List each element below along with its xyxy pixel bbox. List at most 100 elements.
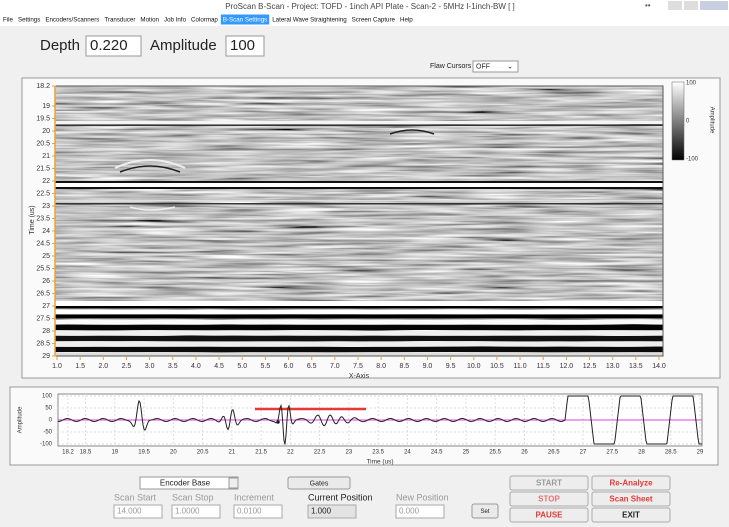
- y-tick-label: -50: [43, 430, 52, 436]
- menu-item[interactable]: B-Scan Settings: [223, 17, 267, 24]
- field-box[interactable]: [113, 504, 163, 519]
- button-label: START: [536, 479, 562, 488]
- maximize-button[interactable]: [684, 1, 698, 10]
- menu: File Settings Encoders/Scanners Transducer M…: [3, 14, 413, 25]
- bscan-band: [55, 121, 663, 124]
- x-tick-label: 23.5: [372, 450, 384, 456]
- y-tick-label: 27: [42, 303, 50, 310]
- x-tick-label: 19: [111, 450, 118, 456]
- ascan-x-label: Time (us): [366, 459, 393, 466]
- depth-box: [85, 35, 142, 57]
- button[interactable]: [591, 475, 671, 491]
- y-tick-label: 20: [42, 128, 50, 135]
- y-tick-label: 27.5: [36, 315, 50, 322]
- y-tick-label: 20.5: [36, 140, 50, 147]
- x-tick-label: 12.5: [583, 363, 597, 370]
- menu-item[interactable]: Transducer: [104, 17, 135, 24]
- bscan-feature: [129, 206, 176, 211]
- close-button[interactable]: [700, 1, 728, 10]
- menu-item[interactable]: Job Info: [164, 17, 187, 24]
- y-tick-label: 50: [45, 406, 52, 412]
- bscan-band: [55, 353, 663, 356]
- x-tick-label: 3.5: [168, 363, 178, 370]
- menu-item[interactable]: Lateral Wave Straightening: [272, 17, 347, 24]
- flaw-cursors-value: OFF: [476, 63, 490, 70]
- encoder-value: Encoder Base: [160, 479, 211, 488]
- field-box[interactable]: [233, 504, 283, 519]
- x-tick-label: 19.5: [138, 450, 150, 456]
- button-label: PAUSE: [536, 511, 564, 520]
- bscan-band: [55, 301, 663, 306]
- menu-item[interactable]: Encoders/Scanners: [45, 17, 99, 24]
- menu-item[interactable]: Settings: [18, 17, 40, 24]
- ascan-waveform: [58, 395, 702, 445]
- x-tick-label: 9.0: [423, 363, 433, 370]
- menu-item[interactable]: Screen Capture: [352, 17, 396, 24]
- x-tick-label: 2.0: [98, 363, 108, 370]
- x-tick-label: 1.0: [52, 363, 62, 370]
- y-tick-label: 18.2: [36, 83, 50, 90]
- x-tick-label: 11.5: [537, 363, 550, 370]
- bscan-band: [55, 124, 663, 126]
- x-tick-label: 18.5: [80, 450, 92, 456]
- y-tick-label: -100: [40, 442, 53, 448]
- depth-label: Depth: [40, 37, 80, 54]
- colorbar-tick-label: -100: [686, 157, 699, 163]
- field-box[interactable]: [395, 504, 445, 519]
- x-tick-label: 25: [463, 450, 470, 456]
- y-tick-label: 25.5: [36, 265, 50, 272]
- x-tick-label: 25.5: [489, 450, 501, 456]
- bscan-band: [55, 187, 663, 189]
- bscan-band: [55, 306, 663, 309]
- x-tick-label: 9.5: [446, 363, 456, 370]
- x-tick-label: 22: [287, 450, 294, 456]
- x-tick-label: 11.0: [514, 363, 527, 370]
- bscan-feature: [114, 159, 186, 169]
- y-tick-label: 26.5: [36, 290, 50, 297]
- field-box[interactable]: [307, 504, 357, 519]
- set-button[interactable]: [471, 503, 499, 519]
- menu-item[interactable]: Colormap: [191, 17, 218, 24]
- button-label: Re-Analyze: [609, 479, 653, 488]
- gates-button[interactable]: [287, 476, 351, 490]
- menu-highlight: [220, 14, 270, 25]
- button[interactable]: [509, 475, 589, 491]
- window-title: ProScan B-Scan - Project: TOFD - 1inch A…: [225, 2, 515, 11]
- encoder-arrow[interactable]: [228, 477, 239, 489]
- bscan-feature: [119, 165, 181, 173]
- bscan-band: [55, 203, 663, 205]
- bscan-band: [55, 310, 663, 314]
- y-tick-label: 29: [42, 353, 50, 360]
- x-tick-label: 10.5: [490, 363, 504, 370]
- field-box[interactable]: [171, 504, 221, 519]
- x-tick-label: 21.5: [255, 450, 267, 456]
- bscan-band: [55, 325, 663, 330]
- set-label: Set: [480, 509, 489, 515]
- menu-item[interactable]: Motion: [140, 17, 159, 24]
- bscan-band: [55, 331, 663, 335]
- x-tick-label: 8.5: [399, 363, 409, 370]
- bscan-band: [55, 181, 663, 183]
- x-tick-label: 10.0: [467, 363, 481, 370]
- y-tick-label: 19: [42, 103, 50, 110]
- ascan-y-label: Amplitude: [18, 406, 24, 433]
- minimize-button[interactable]: [668, 1, 682, 10]
- x-tick-label: 18.2: [62, 450, 74, 456]
- x-tick-label: 20: [170, 450, 177, 456]
- menu-item[interactable]: File: [3, 17, 14, 24]
- x-tick-label: 23: [346, 450, 353, 456]
- button[interactable]: [591, 491, 671, 507]
- field-value: 1.000: [311, 507, 332, 516]
- flaw-cursors-select[interactable]: [472, 60, 519, 73]
- bscan-x-label: X-Axis: [349, 373, 370, 380]
- amplitude-value: 100: [230, 37, 255, 54]
- button[interactable]: [591, 507, 671, 523]
- cursor-point: [276, 420, 280, 424]
- button[interactable]: [509, 507, 589, 523]
- y-tick-label: 21: [42, 153, 50, 160]
- gates-label: Gates: [310, 480, 329, 487]
- button[interactable]: [509, 491, 589, 507]
- menu-item[interactable]: Help: [400, 17, 413, 24]
